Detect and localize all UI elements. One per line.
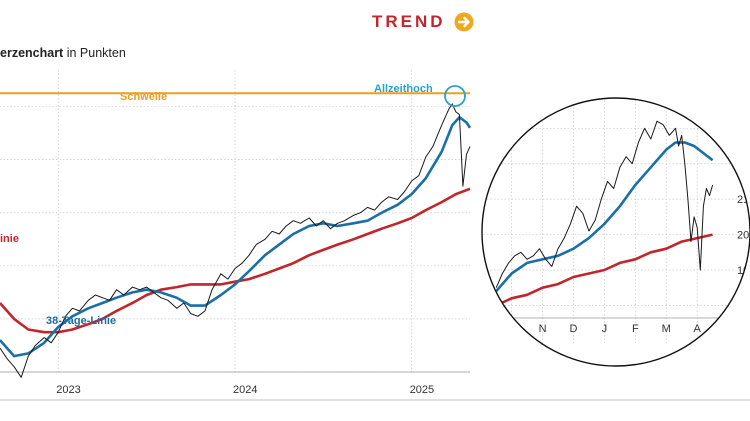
main-x-axis: 2023 2024 2025	[56, 384, 434, 396]
chart-title-rest: in Punkten	[63, 46, 126, 60]
chart-title-bold: erzenchart	[0, 46, 64, 60]
main-x-tick-label: 2025	[410, 384, 434, 396]
arrow-right-circle-icon	[454, 12, 474, 32]
zoom-x-tick-label: A	[693, 323, 701, 335]
zoom-y-tick-label: 18	[737, 300, 749, 312]
zoom-ma38-line	[495, 141, 714, 293]
main-ma38-line	[0, 115, 472, 358]
zoom-y-tick-label: 23	[737, 123, 749, 135]
zoom-x-tick-label: M	[662, 323, 671, 335]
zoom-circle-border	[481, 97, 750, 367]
main-ma200-line	[0, 187, 471, 334]
zoom-y-tick-label: 22	[737, 159, 749, 171]
main-x-tick-label: 2024	[233, 384, 257, 396]
zoom-price-line	[495, 120, 714, 288]
annotation-200-tage-linie: inie	[0, 233, 19, 245]
annotation-schwelle: Schwelle	[120, 91, 167, 103]
zoom-circle-bg	[482, 98, 750, 366]
zoom-y-tick-label: 20	[737, 230, 749, 242]
annotation-allzeithoch: Allzeithoch	[374, 83, 433, 95]
all-time-high-marker	[444, 85, 466, 107]
zoom-x-tick-label: F	[632, 323, 639, 335]
annotation-38-tage-linie: 38-Tage-Linie	[46, 315, 116, 327]
zoom-x-tick-label: N	[539, 323, 547, 335]
chart-title: erzenchart in Punkten	[0, 46, 126, 60]
main-chart: Schwelle Allzeithoch 38-Tage-Linie inie …	[0, 70, 750, 401]
trend-label: TREND	[372, 12, 446, 31]
trend-badge: TREND	[372, 10, 474, 34]
zoom-x-tick-label: O	[507, 323, 516, 335]
main-x-tick-label: 2023	[56, 384, 80, 396]
zoom-ma200-line	[495, 233, 713, 307]
main-grid	[0, 70, 750, 401]
zoom-x-tick-label: J	[602, 323, 608, 335]
main-price-line	[0, 103, 471, 378]
zoom-x-tick-label: D	[570, 323, 578, 335]
